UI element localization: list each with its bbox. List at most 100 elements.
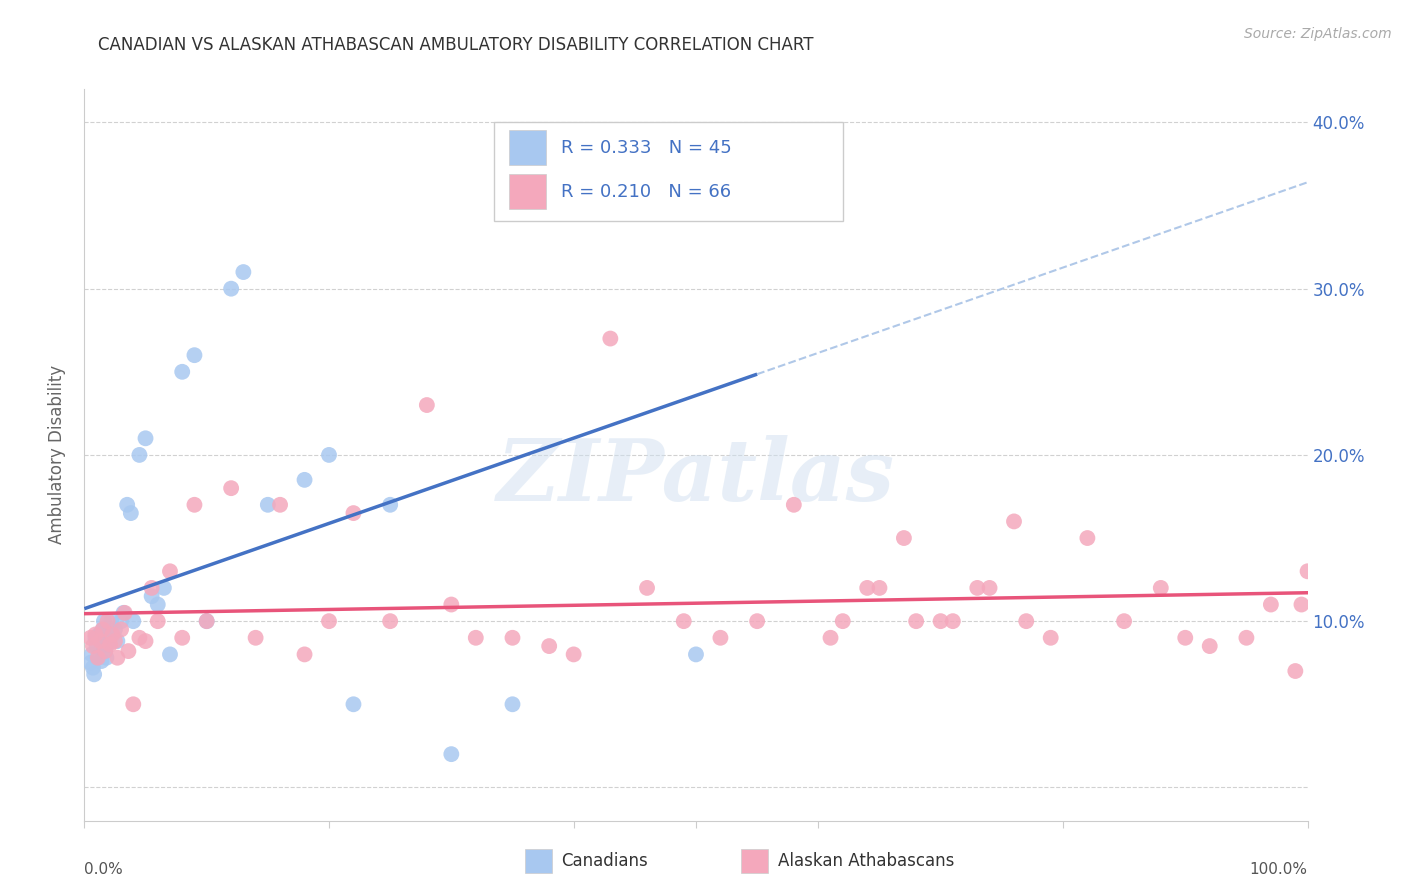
Point <box>114 606 136 620</box>
Point <box>318 614 340 628</box>
Point <box>87 650 110 665</box>
Point <box>79 656 101 670</box>
Point <box>1284 664 1306 678</box>
Point <box>97 627 120 641</box>
Point <box>153 581 176 595</box>
Point <box>672 614 695 628</box>
Point <box>128 631 150 645</box>
Point <box>89 634 111 648</box>
Point <box>87 627 110 641</box>
Point <box>94 644 117 658</box>
Point <box>97 637 120 651</box>
Point <box>831 614 853 628</box>
Bar <box>509 174 546 209</box>
Point <box>1076 531 1098 545</box>
Point <box>89 634 111 648</box>
Text: ZIPatlas: ZIPatlas <box>496 435 896 518</box>
Point <box>416 398 439 412</box>
Point <box>636 581 658 595</box>
Point <box>104 634 127 648</box>
Point <box>159 648 181 662</box>
Bar <box>509 130 546 165</box>
Point <box>101 627 124 641</box>
Point <box>869 581 891 595</box>
Point <box>183 348 205 362</box>
Point <box>747 149 769 163</box>
Point <box>294 648 316 662</box>
Point <box>84 627 107 641</box>
Point <box>195 614 218 628</box>
Point <box>1114 614 1136 628</box>
Point <box>257 498 280 512</box>
Point <box>1296 564 1319 578</box>
Point <box>172 631 194 645</box>
Text: Source: ZipAtlas.com: Source: ZipAtlas.com <box>1244 27 1392 41</box>
Point <box>1174 631 1197 645</box>
Point <box>98 637 121 651</box>
Point <box>440 598 463 612</box>
Point <box>117 644 139 658</box>
Point <box>893 531 915 545</box>
Point <box>135 634 157 648</box>
Point <box>93 614 115 628</box>
Point <box>502 698 524 712</box>
Point <box>219 481 242 495</box>
Point <box>172 365 194 379</box>
FancyBboxPatch shape <box>494 122 842 221</box>
Point <box>141 581 163 595</box>
Point <box>110 614 132 628</box>
Point <box>318 448 340 462</box>
Point <box>82 639 104 653</box>
Text: Canadians: Canadians <box>561 852 648 870</box>
Point <box>82 661 104 675</box>
Point <box>856 581 879 595</box>
Point <box>342 698 364 712</box>
Point <box>966 581 988 595</box>
Point <box>245 631 267 645</box>
Point <box>562 648 585 662</box>
Point <box>80 648 103 662</box>
Point <box>104 623 127 637</box>
Point <box>183 498 205 512</box>
Point <box>159 564 181 578</box>
Point <box>294 473 316 487</box>
Point <box>979 581 1001 595</box>
Point <box>146 614 169 628</box>
Point <box>232 265 254 279</box>
Point <box>380 498 402 512</box>
Text: 0.0%: 0.0% <box>84 863 124 877</box>
Point <box>79 631 101 645</box>
Point <box>342 506 364 520</box>
Point <box>1198 639 1220 653</box>
Point <box>464 631 486 645</box>
Point <box>1002 515 1025 529</box>
Point <box>105 634 128 648</box>
Point <box>942 614 965 628</box>
Point <box>1039 631 1062 645</box>
Point <box>96 650 118 665</box>
Text: R = 0.210   N = 66: R = 0.210 N = 66 <box>561 183 731 201</box>
Point <box>783 498 806 512</box>
Point <box>141 589 163 603</box>
Point <box>562 198 585 212</box>
Bar <box>741 849 768 872</box>
Text: CANADIAN VS ALASKAN ATHABASCAN AMBULATORY DISABILITY CORRELATION CHART: CANADIAN VS ALASKAN ATHABASCAN AMBULATOR… <box>98 36 814 54</box>
Point <box>219 282 242 296</box>
Point <box>97 614 120 628</box>
Point <box>86 639 108 653</box>
Point <box>502 631 524 645</box>
Point <box>94 644 117 658</box>
Point <box>599 332 621 346</box>
Point <box>820 631 842 645</box>
Point <box>380 614 402 628</box>
Point <box>122 614 145 628</box>
Point <box>1236 631 1258 645</box>
Point <box>112 606 135 620</box>
Point <box>195 614 218 628</box>
Point <box>1150 581 1173 595</box>
Point <box>929 614 952 628</box>
Point <box>84 631 107 645</box>
Point <box>115 498 138 512</box>
Point <box>709 631 731 645</box>
Point <box>91 623 114 637</box>
